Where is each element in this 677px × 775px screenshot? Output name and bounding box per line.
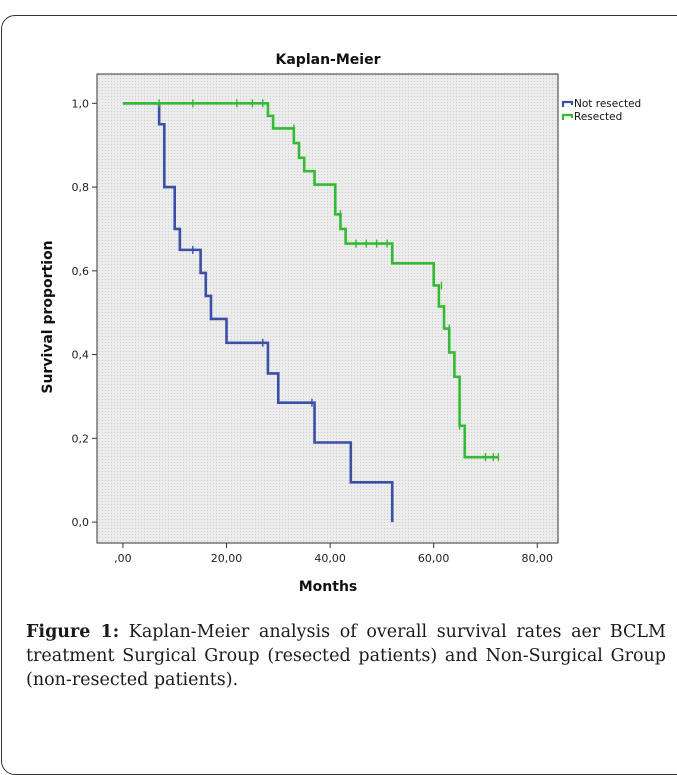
kaplan-meier-chart: Kaplan-Meier ,00 20,00 40,00 60,00 80,00 0,0 0… <box>40 52 641 595</box>
figure-caption-text: Kaplan-Meier analysis of overall surviva… <box>26 622 666 690</box>
y-tick-label: 0,6 <box>72 265 90 278</box>
series-not-resected <box>122 102 394 523</box>
y-tick-label: 0,4 <box>72 349 90 362</box>
y-tick-label: 0,8 <box>72 181 90 194</box>
y-tick-label: 1,0 <box>72 97 90 110</box>
axes: ,00 20,00 40,00 60,00 80,00 0,0 0,2 0,4 0,6 0,8 1,… <box>72 97 554 565</box>
survival-step-line <box>122 102 499 459</box>
y-tick-label: 0,2 <box>72 432 90 445</box>
x-tick-label: 20,00 <box>211 552 243 565</box>
legend-label: Not resected <box>574 98 641 110</box>
y-tick-label: 0,0 <box>72 516 90 529</box>
x-tick-label: 60,00 <box>418 552 450 565</box>
survival-step-line <box>122 102 394 523</box>
series-group <box>122 99 500 523</box>
plot-area <box>96 73 559 544</box>
y-axis-label: Survival proportion <box>40 240 56 393</box>
series-resected <box>122 99 500 462</box>
legend-label: Resected <box>574 111 622 123</box>
figure-caption: Figure 1: Kaplan-Meier analysis of overa… <box>26 620 666 692</box>
x-tick-label: 40,00 <box>314 552 346 565</box>
x-tick-label: ,00 <box>114 552 132 565</box>
figure-label: Figure 1: <box>26 622 120 642</box>
legend-swatch <box>561 113 574 120</box>
chart-title: Kaplan-Meier <box>276 52 381 68</box>
x-axis-label: Months <box>299 579 358 595</box>
legend-swatch <box>561 100 574 107</box>
x-tick-label: 80,00 <box>522 552 554 565</box>
